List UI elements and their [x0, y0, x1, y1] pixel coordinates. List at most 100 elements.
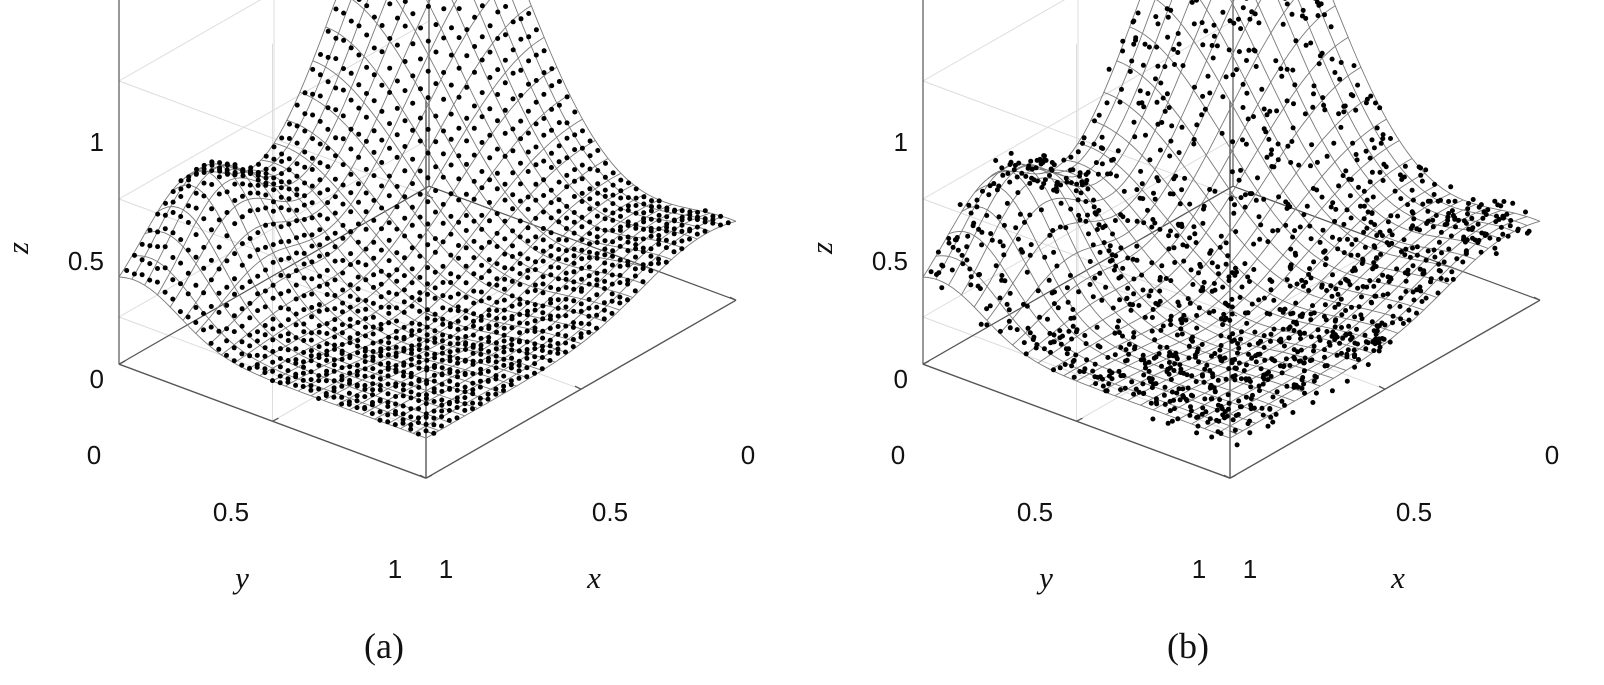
data-point [1140, 381, 1146, 387]
data-point [625, 207, 631, 213]
data-point [224, 284, 230, 290]
data-point [1345, 278, 1351, 284]
data-point [309, 215, 315, 221]
data-point [1162, 64, 1168, 70]
data-point [1470, 235, 1475, 241]
data-point [463, 342, 468, 348]
surface-mesh-a [118, 0, 737, 439]
data-point [331, 357, 337, 363]
data-point [332, 176, 338, 182]
data-point [302, 180, 308, 186]
data-point [495, 9, 501, 15]
data-point [1229, 169, 1235, 175]
data-point [1311, 343, 1317, 349]
data-point [423, 421, 429, 427]
data-point [579, 199, 585, 204]
mesh-line [425, 220, 737, 439]
data-point [217, 167, 222, 173]
data-point [464, 84, 470, 90]
x-tick-mark [419, 474, 427, 479]
data-point [393, 363, 399, 369]
data-point [355, 259, 361, 265]
data-point [1423, 295, 1429, 301]
data-point [478, 342, 484, 348]
data-point [231, 313, 237, 319]
data-point [424, 381, 430, 386]
data-point [240, 193, 245, 199]
data-point [487, 155, 493, 161]
data-point [1214, 417, 1220, 423]
data-point [1322, 363, 1328, 369]
data-point [1363, 339, 1369, 345]
data-point [541, 48, 547, 54]
data-point [224, 170, 230, 176]
data-point [587, 138, 593, 144]
data-point [602, 174, 608, 180]
data-point [1344, 354, 1350, 360]
data-point [178, 260, 184, 266]
data-point [1332, 324, 1338, 330]
mesh-line [374, 207, 685, 420]
data-point [185, 270, 191, 276]
data-point [548, 165, 554, 170]
data-point [170, 255, 176, 260]
mesh-line [1052, 169, 1360, 363]
data-point [325, 187, 331, 193]
data-point [293, 322, 299, 328]
data-point [247, 332, 253, 338]
data-point [1244, 362, 1249, 368]
data-point [1199, 342, 1205, 347]
data-point [1110, 305, 1116, 311]
data-point [1025, 325, 1031, 331]
data-point [371, 45, 377, 51]
data-point [371, 149, 377, 155]
data-point [425, 3, 431, 9]
data-point [1303, 42, 1309, 48]
data-point [1461, 218, 1467, 224]
data-point [433, 139, 439, 145]
data-point [386, 346, 391, 352]
data-point [286, 196, 292, 202]
y-tick-0.5: 0.5 [213, 497, 249, 527]
data-point [626, 180, 631, 186]
data-point [277, 364, 283, 370]
data-point [393, 394, 399, 399]
data-point [1317, 239, 1323, 245]
data-point [1293, 300, 1299, 306]
data-point [347, 282, 353, 288]
data-point [1449, 269, 1455, 275]
data-point [494, 282, 500, 288]
data-point [232, 181, 238, 187]
data-point [387, 121, 392, 127]
data-point [479, 185, 485, 191]
data-point [1201, 279, 1207, 285]
data-point [471, 318, 476, 324]
x-tick-0: 0 [741, 440, 755, 470]
data-point [1168, 322, 1174, 328]
data-point [517, 296, 523, 302]
data-point [394, 305, 399, 311]
data-point [1403, 246, 1409, 252]
data-point [185, 220, 191, 225]
data-point [1199, 411, 1205, 417]
data-point [439, 388, 445, 394]
data-point [1049, 167, 1055, 173]
data-point [332, 230, 338, 236]
data-point [416, 342, 422, 348]
data-point [463, 308, 469, 314]
data-point [1236, 16, 1241, 22]
data-point [1280, 21, 1286, 27]
data-point [1524, 230, 1530, 236]
data-point [1176, 386, 1182, 392]
data-point [485, 368, 491, 374]
data-point [1376, 323, 1382, 329]
data-point [1292, 250, 1298, 256]
data-point [1330, 272, 1335, 278]
data-point [270, 208, 276, 214]
data-point [370, 392, 375, 398]
data-point [1287, 363, 1293, 368]
data-point [1133, 37, 1138, 43]
data-point [1068, 206, 1074, 212]
data-point [270, 242, 276, 248]
data-point [1281, 364, 1286, 370]
